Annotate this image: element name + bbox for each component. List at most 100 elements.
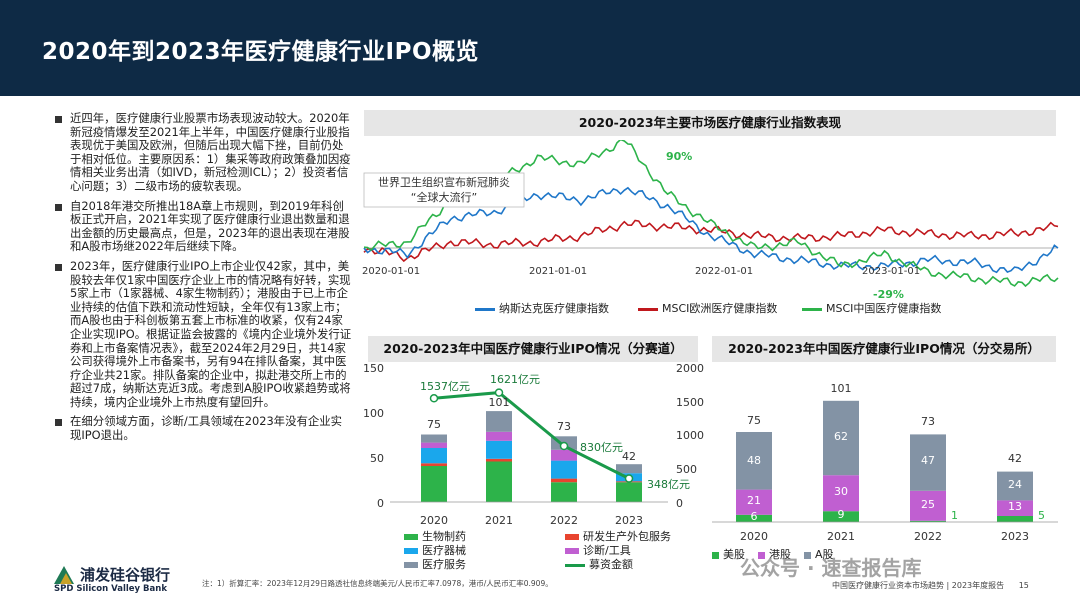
legend-label: MSCI中国医疗健康指数 <box>826 302 942 315</box>
legend-swatch <box>404 562 418 568</box>
trough-label: -29% <box>873 288 904 301</box>
bar-segment <box>486 461 512 502</box>
bullet-item: 近四年，医疗健康行业股票市场表现波动较大。2020年新冠疫情爆发至2021年上半… <box>54 111 352 194</box>
total-label: 101 <box>489 396 510 409</box>
a-share-label: 47 <box>921 454 935 467</box>
legend-label: 医疗器械 <box>422 544 466 557</box>
bullet-list: 近四年，医疗健康行业股票市场表现波动较大。2020年新冠疫情爆发至2021年上半… <box>54 111 352 449</box>
a-share-label: 24 <box>1008 478 1022 491</box>
track-bar-chart: 150 100 50 0 2000 1500 1000 500 0 75 101… <box>363 362 704 527</box>
total-label: 42 <box>1008 452 1022 465</box>
index-line-0 <box>363 186 1059 274</box>
x-tick: 2021 <box>485 514 513 527</box>
bar-segment <box>421 466 447 502</box>
total-label: 73 <box>557 420 571 433</box>
legend-swatch <box>712 551 719 559</box>
bar-segment <box>616 482 642 502</box>
legend-label: 医疗服务 <box>422 558 466 571</box>
hk-label: 13 <box>1008 500 1022 513</box>
legend-msci-china: MSCI中国医疗健康指数 <box>802 300 941 316</box>
legend-funds: 募资金额 <box>565 556 633 572</box>
fund-point <box>559 441 569 451</box>
us-label: 5 <box>1038 509 1045 522</box>
bar-segment <box>736 514 772 522</box>
fund-label: 830亿元 <box>580 441 623 454</box>
total-label: 42 <box>622 450 636 463</box>
legend-services: 医疗服务 <box>404 556 466 572</box>
y-tick: 0 <box>377 497 384 510</box>
legend-label: A股 <box>815 548 834 561</box>
bar-segment <box>551 482 577 502</box>
exchange-bar-chart: 75 101 73 42 48 62 47 24 21 30 25 13 6 9… <box>712 382 1058 543</box>
legend-biopharma: 生物制药 <box>404 528 466 544</box>
bar-segment <box>910 490 946 521</box>
x-tick: 2021-01-01 <box>529 266 587 277</box>
report-footer: 中国医疗健康行业资本市场趋势 | 2023年度报告 15 <box>832 580 1029 591</box>
legend-label: MSCI欧洲医疗健康指数 <box>662 302 778 315</box>
legend-a-share: A股 <box>804 546 834 562</box>
y-right-tick: 0 <box>676 497 683 510</box>
bar-segment <box>997 516 1033 522</box>
report-name: 中国医疗健康行业资本市场趋势 | 2023年度报告 <box>832 581 1005 590</box>
logo-mark-icon <box>54 566 74 584</box>
legend-swatch <box>802 307 822 311</box>
bar-segment <box>486 411 512 432</box>
y-right-tick: 1500 <box>676 396 704 409</box>
index-lines <box>363 140 1059 288</box>
total-label: 73 <box>921 415 935 428</box>
y-right-tick: 1000 <box>676 429 704 442</box>
y-tick: 100 <box>363 407 384 420</box>
annotation-box <box>363 172 525 208</box>
legend-swatch <box>758 551 765 559</box>
legend-swatch <box>638 307 658 311</box>
annotation-line2: “全球大流行” <box>411 190 477 204</box>
annotation-line1: 世界卫生组织宣布新冠肺炎 <box>378 175 510 189</box>
page-number: 15 <box>1018 581 1029 590</box>
legend-swatch <box>565 563 585 567</box>
legend-label: 研发生产外包服务 <box>583 530 671 543</box>
total-label: 101 <box>831 382 852 395</box>
bar-segment <box>736 489 772 515</box>
x-tick: 2023-01-01 <box>862 266 920 277</box>
bullet-item: 在细分领域方面，诊断/工具领域在2023年没有企业实现IPO退出。 <box>54 415 352 442</box>
bar-segment <box>997 471 1033 501</box>
fund-label: 1537亿元 <box>420 380 470 393</box>
index-line-chart: 世界卫生组织宣布新冠肺炎 “全球大流行” 90% -29% 2020-01-01… <box>362 140 1059 301</box>
bar-segment <box>486 431 512 441</box>
x-tick: 2023 <box>615 514 643 527</box>
bar-segment <box>486 440 512 459</box>
bar-segment <box>486 458 512 462</box>
x-tick: 2022 <box>914 530 942 543</box>
y-tick: 50 <box>370 452 384 465</box>
watermark: 公众号 · 速查报告库 <box>740 556 922 580</box>
us-label: 6 <box>751 510 758 523</box>
fund-label: 1621亿元 <box>490 373 540 386</box>
x-tick: 2020 <box>420 514 448 527</box>
legend-label: 纳斯达克医疗健康指数 <box>499 302 609 315</box>
hk-label: 21 <box>747 494 761 507</box>
hk-label: 25 <box>921 498 935 511</box>
fund-point <box>624 474 634 483</box>
legend-swatch <box>565 534 579 540</box>
bar-segment <box>421 434 447 443</box>
y-right-tick: 500 <box>676 463 697 476</box>
legend-swatch <box>404 534 418 540</box>
us-label: 1 <box>951 509 958 522</box>
total-label: 75 <box>427 418 441 431</box>
bar-segment <box>910 434 946 491</box>
y-right-tick: 2000 <box>676 362 704 375</box>
x-tick: 2022-01-01 <box>695 266 753 277</box>
legend-device: 医疗器械 <box>404 542 466 558</box>
header-bar: 2020年到2023年医疗健康行业IPO概览 <box>0 0 1080 96</box>
legend-label: 美股 <box>723 548 745 561</box>
legend-swatch <box>565 548 579 554</box>
total-label: 75 <box>747 414 761 427</box>
index-chart-title: 2020-2023年主要市场医疗健康行业指数表现 <box>364 110 1056 136</box>
legend-msci-europe: MSCI欧洲医疗健康指数 <box>638 300 777 316</box>
fund-label: 348亿元 <box>647 478 690 491</box>
logo-en: SPD Silicon Valley Bank <box>54 584 167 594</box>
footnote: 注：1）折算汇率：2023年12月29日路透社信息终端美元/人民币汇率7.097… <box>202 579 553 588</box>
fund-point <box>494 388 504 397</box>
legend-label: 生物制药 <box>422 530 466 543</box>
bar-segment <box>910 520 946 522</box>
